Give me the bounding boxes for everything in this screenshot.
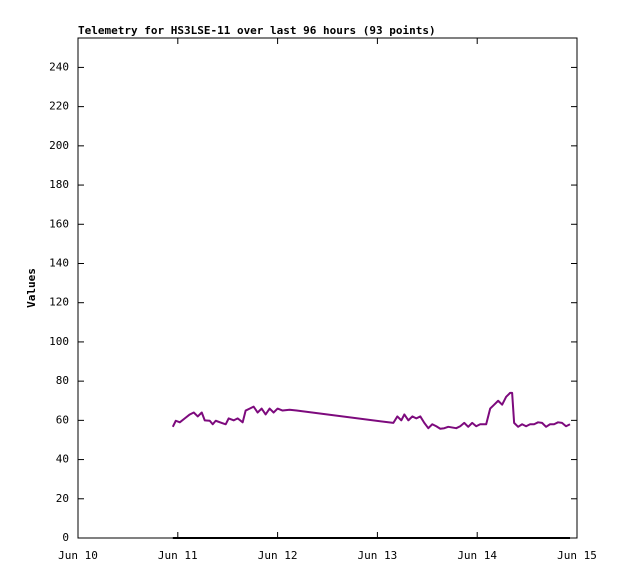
x-tick-label: Jun 10 xyxy=(58,549,98,562)
y-tick-label: 0 xyxy=(62,531,69,544)
y-tick-label: 200 xyxy=(49,139,69,152)
data-line xyxy=(171,391,571,430)
y-tick-label: 220 xyxy=(49,100,69,113)
y-tick-label: 160 xyxy=(49,217,69,230)
y-tick-label: 40 xyxy=(56,453,69,466)
y-tick-label: 60 xyxy=(56,413,69,426)
x-tick-label: Jun 15 xyxy=(557,549,597,562)
y-tick-label: 240 xyxy=(49,60,69,73)
y-tick-label: 140 xyxy=(49,256,69,269)
plot-frame xyxy=(77,37,578,539)
y-tick-label: 120 xyxy=(49,296,69,309)
y-tick-label: 180 xyxy=(49,178,69,191)
y-axis-label: Values xyxy=(25,268,38,308)
x-tick-label: Jun 14 xyxy=(457,549,497,562)
y-tick-label: 20 xyxy=(56,492,69,505)
y-tick-label: 80 xyxy=(56,374,69,387)
x-tick-label: Jun 11 xyxy=(158,549,198,562)
chart-title: Telemetry for HS3LSE-11 over last 96 hou… xyxy=(78,24,436,37)
y-tick-label: 100 xyxy=(49,335,69,348)
x-tick-label: Jun 12 xyxy=(258,549,298,562)
x-tick-label: Jun 13 xyxy=(358,549,398,562)
